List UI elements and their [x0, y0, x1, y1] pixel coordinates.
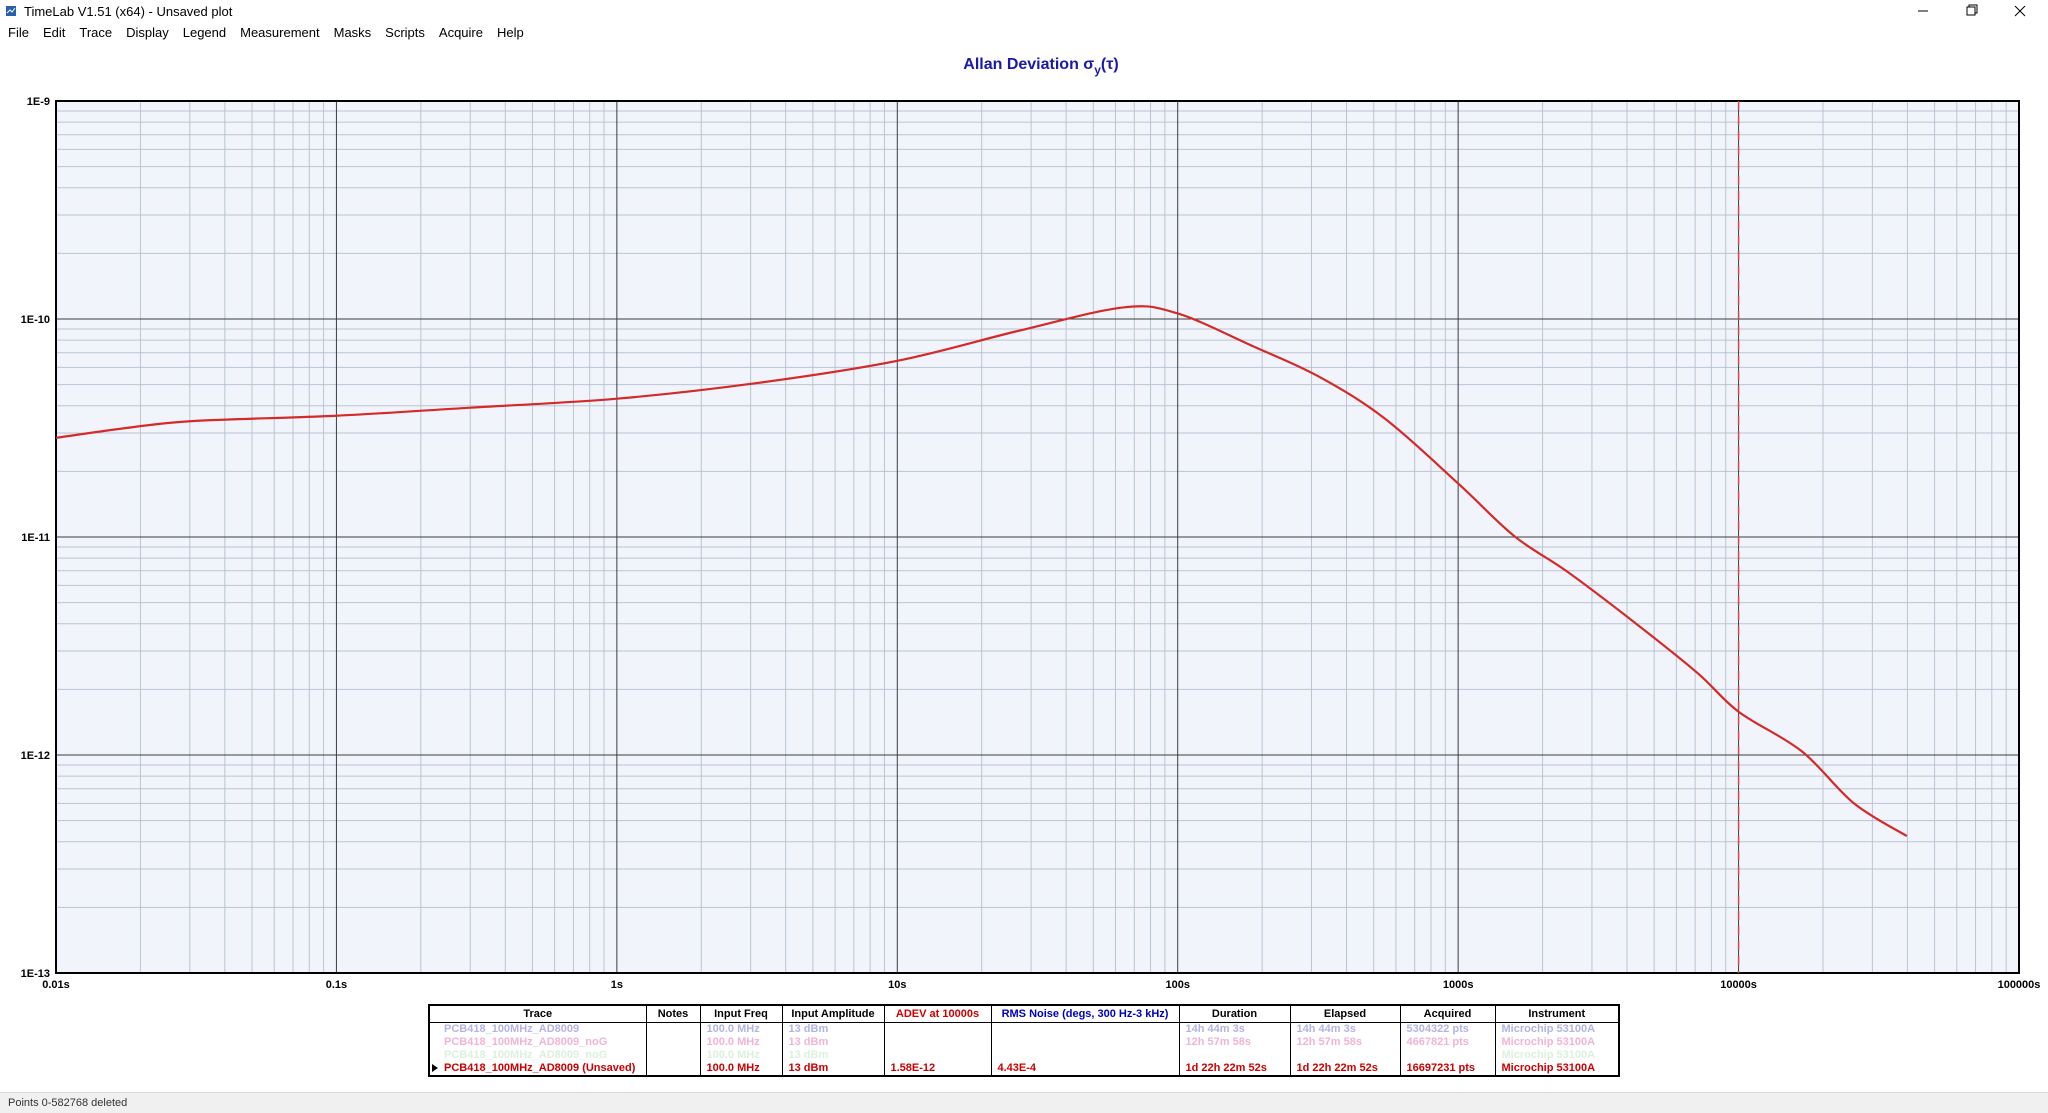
x-tick-label: 100000s: [1998, 979, 2041, 991]
table-cell: 100.0 MHz: [699, 1036, 783, 1049]
table-row[interactable]: PCB418_100MHz_AD8009 100.0 MHz 13 dBm 14h 4…: [428, 1022, 1620, 1036]
table-cell: [645, 1062, 701, 1076]
trace-table: Trace Notes Input Freq Input Amplitude ADEV …: [428, 1004, 1620, 1077]
menu-item[interactable]: File: [8, 25, 29, 40]
table-cell: 100.0 MHz: [699, 1022, 783, 1036]
table-row[interactable]: PCB418_100MHz_AD8009 (Unsaved) 100.0 MHz 1…: [428, 1062, 1620, 1076]
table-cell: PCB418_100MHz_AD8009: [428, 1022, 647, 1036]
table-cell: 14h 44m 3s: [1178, 1022, 1291, 1036]
table: Trace Notes Input Freq Input Amplitude ADEV …: [428, 1004, 1620, 1077]
table-cell: 5304322 pts: [1399, 1022, 1496, 1036]
y-tick-label: 1E-10: [21, 314, 50, 326]
title-bar: TimeLab V1.51 (x64) - Unsaved plot: [0, 0, 2048, 22]
table-cell: [645, 1022, 701, 1036]
x-tick-label: 1000s: [1443, 979, 1474, 991]
status-bar: Points 0-582768 deleted: [0, 1092, 2048, 1113]
column-header: RMS Noise (degs, 300 Hz-3 kHz): [990, 1005, 1180, 1023]
table-cell: 1d 22h 22m 52s: [1178, 1062, 1291, 1076]
table-cell: PCB418_100MHz_AD8009_noG: [428, 1036, 647, 1049]
table-cell: PCB418_100MHz_AD8009 (Unsaved): [428, 1062, 647, 1076]
menu-bar: File Edit Trace Display Legend Measurement Mas…: [0, 23, 2048, 43]
table-cell: 1.58E-12: [883, 1062, 992, 1076]
table-cell: 14h 44m 3s: [1289, 1022, 1401, 1036]
table-cell: [883, 1036, 992, 1049]
status-text: Points 0-582768 deleted: [8, 1097, 128, 1109]
table-cell: 100.0 MHz: [699, 1062, 783, 1076]
column-header: ADEV at 10000s: [883, 1005, 992, 1023]
table-cell: Microchip 53100A: [1494, 1049, 1620, 1062]
column-header: Acquired: [1399, 1005, 1496, 1023]
table-cell: [645, 1036, 701, 1049]
table-cell: 12h 57m 58s: [1178, 1036, 1291, 1049]
table-cell: [1178, 1049, 1291, 1062]
x-tick-label: 0.01s: [42, 979, 70, 991]
app-icon: [6, 6, 16, 16]
table-cell: PCB418_100MHz_AD8009_noG: [428, 1049, 647, 1062]
y-tick-label: 1E-9: [27, 96, 50, 108]
window-title: TimeLab V1.51 (x64) - Unsaved plot: [24, 4, 233, 19]
x-tick-label: 10000s: [1720, 979, 1757, 991]
table-cell: [883, 1049, 992, 1062]
column-header: Duration: [1178, 1005, 1291, 1023]
menu-item[interactable]: Display: [126, 25, 169, 40]
table-cell: 13 dBm: [781, 1049, 885, 1062]
table-row[interactable]: PCB418_100MHz_AD8009_noG 100.0 MHz 13 dBm M…: [428, 1049, 1620, 1062]
plot-border: [55, 100, 2020, 974]
menu-item[interactable]: Acquire: [438, 25, 483, 40]
menu-item[interactable]: Edit: [42, 25, 66, 40]
y-tick-label: 1E-12: [21, 750, 50, 762]
table-cell: [990, 1036, 1180, 1049]
table-cell: Microchip 53100A: [1494, 1036, 1620, 1049]
table-cell: 13 dBm: [781, 1022, 885, 1036]
column-header: Input Freq: [699, 1005, 783, 1023]
column-header: Instrument: [1494, 1005, 1620, 1023]
table-row[interactable]: PCB418_100MHz_AD8009_noG 100.0 MHz 13 dBm 1…: [428, 1036, 1620, 1049]
column-header: Elapsed: [1289, 1005, 1401, 1023]
table-cell: 16697231 pts: [1399, 1062, 1496, 1076]
table-cell: [990, 1049, 1180, 1062]
table-cell: [645, 1049, 701, 1062]
menu-item[interactable]: Legend: [182, 25, 227, 40]
x-tick-label: 1s: [611, 979, 623, 991]
column-header: Trace: [428, 1005, 647, 1023]
chart: Allan Deviation σy(τ) 0.01s 0.1s 1s 10s 100s…: [21, 56, 2041, 991]
table-cell: [1399, 1049, 1496, 1062]
table-cell: [990, 1022, 1180, 1036]
table-cell: [883, 1022, 992, 1036]
table-cell: 13 dBm: [781, 1062, 885, 1076]
menu-item[interactable]: Scripts: [385, 25, 425, 40]
current-row-arrow: [432, 1064, 438, 1072]
table-cell: 100.0 MHz: [699, 1049, 783, 1062]
menu-item[interactable]: Trace: [79, 25, 113, 40]
y-tick-label: 1E-11: [21, 532, 50, 544]
table-cell: Microchip 53100A: [1494, 1022, 1620, 1036]
y-tick-label: 1E-13: [21, 968, 50, 980]
menu-item[interactable]: Measurement: [240, 25, 320, 40]
table-cell: 13 dBm: [781, 1036, 885, 1049]
window-controls[interactable]: [1898, 0, 2048, 22]
x-tick-label: 100s: [1165, 979, 1189, 991]
chart-title: Allan Deviation σy(τ): [963, 56, 1118, 77]
restore-button[interactable]: [1966, 6, 1976, 16]
menu-item[interactable]: Masks: [333, 25, 372, 40]
title-subscript: y: [1094, 63, 1101, 77]
title-text: Allan Deviation σ: [963, 56, 1094, 73]
x-tick-label: 10s: [888, 979, 906, 991]
table-cell: 12h 57m 58s: [1289, 1036, 1401, 1049]
close-button[interactable]: [2014, 5, 2026, 17]
title-text: (τ): [1101, 56, 1119, 73]
table-cell: 4.43E-4: [990, 1062, 1180, 1076]
menu-item[interactable]: Help: [496, 25, 524, 40]
column-header: Notes: [645, 1005, 701, 1023]
table-cell: 4667821 pts: [1399, 1036, 1496, 1049]
table-cell: [1289, 1049, 1401, 1062]
x-tick-label: 0.1s: [326, 979, 347, 991]
table-cell: Microchip 53100A: [1494, 1062, 1620, 1076]
table-cell: 1d 22h 22m 52s: [1289, 1062, 1401, 1076]
column-header: Input Amplitude: [781, 1005, 885, 1023]
data-line: [55, 305, 1908, 837]
